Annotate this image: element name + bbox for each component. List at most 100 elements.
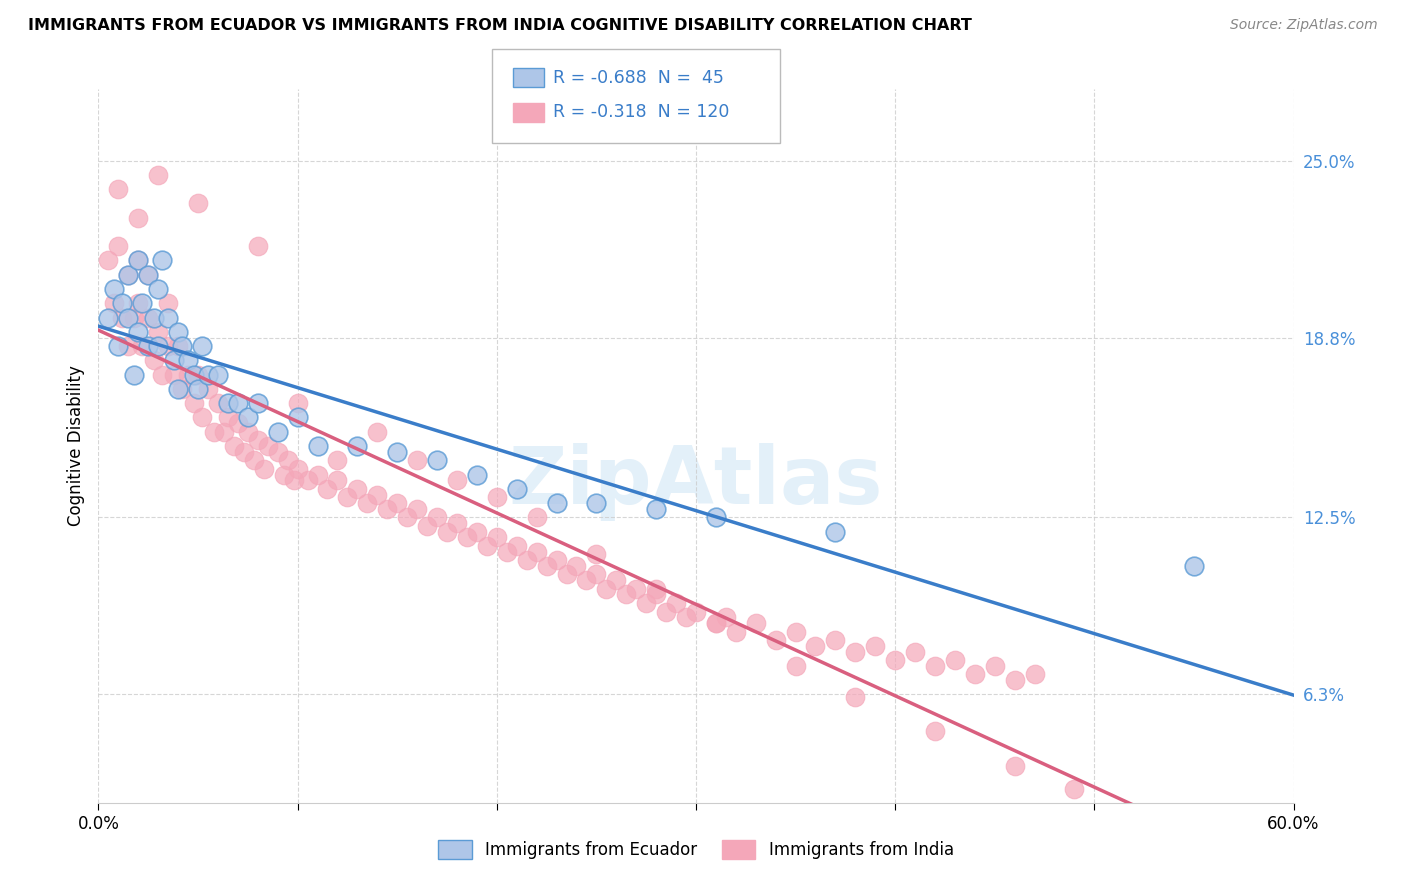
Point (253, 462, 276, 476)
Point (1004, 758, 1026, 772)
Point (167, 325, 190, 339)
Point (117, 268, 139, 282)
Point (191, 339, 214, 353)
Point (924, 658, 946, 673)
Point (924, 724, 946, 739)
Point (136, 310, 159, 325)
Point (256, 439, 278, 453)
Point (614, 587, 637, 601)
Point (426, 510, 449, 524)
Point (267, 444, 290, 458)
Point (197, 382, 219, 396)
Point (183, 368, 205, 382)
Point (167, 339, 190, 353)
Point (714, 610, 737, 624)
Point (943, 653, 966, 667)
Point (97, 310, 120, 325)
Point (273, 467, 295, 482)
Point (107, 239, 129, 253)
Point (565, 558, 588, 573)
Point (865, 639, 887, 653)
Point (645, 501, 668, 516)
Point (172, 339, 194, 353)
Point (506, 482, 529, 496)
Point (157, 296, 180, 310)
Point (124, 310, 146, 325)
Point (277, 453, 299, 467)
Point (143, 310, 166, 325)
Point (316, 482, 339, 496)
Point (307, 439, 329, 453)
Point (785, 658, 807, 673)
Point (824, 524, 846, 539)
Point (207, 368, 229, 382)
Point (232, 444, 254, 458)
Point (396, 510, 419, 524)
Point (336, 491, 359, 505)
Point (131, 339, 153, 353)
Point (446, 473, 468, 487)
Point (287, 410, 309, 425)
Point (246, 239, 269, 253)
Point (984, 658, 1007, 673)
Point (724, 624, 747, 639)
Point (148, 339, 170, 353)
Point (585, 548, 607, 562)
Point (436, 524, 458, 539)
Point (307, 467, 329, 482)
Point (555, 567, 578, 582)
Point (297, 473, 319, 487)
Point (645, 587, 668, 601)
Y-axis label: Cognitive Disability: Cognitive Disability (66, 366, 84, 526)
Point (107, 339, 129, 353)
Point (485, 491, 508, 505)
Point (226, 416, 249, 430)
Point (485, 530, 508, 544)
Text: ZipAtlas: ZipAtlas (509, 442, 883, 521)
Point (157, 339, 180, 353)
Point (704, 615, 727, 630)
Point (172, 382, 194, 396)
Point (963, 667, 986, 681)
Point (585, 567, 607, 582)
Text: R = -0.318  N = 120: R = -0.318 N = 120 (553, 103, 728, 121)
Point (626, 582, 648, 596)
Text: R = -0.688  N =  45: R = -0.688 N = 45 (553, 69, 724, 87)
Point (136, 339, 159, 353)
Point (177, 368, 200, 382)
Point (177, 353, 200, 368)
Point (645, 582, 668, 596)
Point (1004, 673, 1026, 687)
Point (103, 296, 125, 310)
Point (536, 558, 558, 573)
Point (246, 434, 269, 448)
Point (103, 282, 125, 296)
Point (197, 368, 219, 382)
Point (456, 530, 478, 544)
Point (844, 690, 866, 705)
Text: Source: ZipAtlas.com: Source: ZipAtlas.com (1230, 18, 1378, 32)
Point (191, 410, 214, 425)
Point (516, 553, 538, 567)
Point (283, 473, 305, 487)
Point (236, 425, 259, 439)
Point (366, 425, 388, 439)
Point (212, 425, 235, 439)
Point (136, 268, 159, 282)
Point (97, 253, 120, 268)
Point (585, 496, 607, 510)
Point (287, 462, 309, 476)
Legend: Immigrants from Ecuador, Immigrants from India: Immigrants from Ecuador, Immigrants from… (432, 833, 960, 866)
Point (636, 596, 658, 610)
Point (765, 633, 787, 648)
Point (236, 410, 259, 425)
Point (267, 425, 290, 439)
Point (127, 253, 149, 268)
Point (287, 396, 309, 410)
Point (187, 196, 209, 211)
Point (465, 467, 488, 482)
Point (326, 473, 349, 487)
Point (346, 439, 368, 453)
Point (157, 310, 180, 325)
Point (375, 501, 398, 516)
